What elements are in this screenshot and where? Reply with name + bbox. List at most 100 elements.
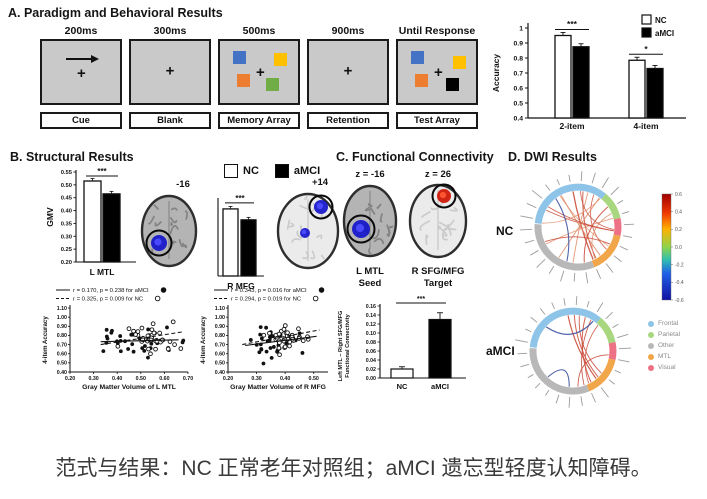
stage-duration: 500ms — [242, 25, 276, 37]
panel-b-title: B. Structural Results — [10, 150, 134, 164]
svg-text:0.50: 0.50 — [309, 376, 319, 382]
connectogram-nc — [520, 171, 634, 284]
memory-square-green — [266, 78, 279, 91]
svg-text:0.70: 0.70 — [183, 376, 193, 382]
scatter-lmtl-chart: 0.20 0.30 0.40 0.50 0.60 0.70 0.40 0.50 0.60 0.70… — [42, 287, 193, 391]
stage-label-test: Test Array — [396, 112, 478, 129]
svg-text:0.50: 0.50 — [215, 361, 225, 367]
svg-text:0.20: 0.20 — [223, 376, 233, 382]
gmv-rmfg-bar-chart: *** R MFG — [217, 194, 264, 291]
svg-text:0.6: 0.6 — [514, 85, 524, 92]
svg-text:0.30: 0.30 — [251, 376, 261, 382]
svg-text:0.16: 0.16 — [366, 304, 376, 310]
stage-label-cue: Cue — [40, 112, 122, 129]
svg-text:0.35: 0.35 — [61, 221, 73, 227]
brain-slice-plus14: +14 — [276, 177, 340, 270]
svg-text:1.00: 1.00 — [57, 315, 67, 321]
scatter-rmfg-chart: 0.20 0.30 0.40 0.50 0.40 0.50 0.60 0.70 0.80 0.90… — [200, 287, 328, 391]
svg-text:0.70: 0.70 — [57, 342, 67, 348]
frontal-label: Frontal — [658, 320, 679, 327]
other-dot — [648, 342, 654, 349]
fixation-cross: + — [165, 62, 175, 80]
svg-text:0.4: 0.4 — [514, 115, 524, 122]
svg-text:NC: NC — [397, 382, 408, 391]
svg-text:0.4: 0.4 — [675, 209, 682, 215]
svg-text:0.40: 0.40 — [61, 209, 72, 215]
svg-text:Left MTL – Right SFG/MFG: Left MTL – Right SFG/MFG — [338, 311, 344, 382]
stage-retention: 900ms + Retention — [307, 24, 389, 129]
svg-text:0.5: 0.5 — [514, 100, 524, 107]
fixation-cross: + — [256, 64, 265, 81]
svg-text:R MFG: R MFG — [227, 281, 255, 291]
seed-label: L MTL Seed — [336, 266, 404, 289]
svg-text:0.6: 0.6 — [675, 192, 682, 198]
panel-c-title: C. Functional Connectivity — [336, 150, 494, 164]
bar-lmtl-aMCI — [102, 193, 121, 263]
svg-text:r = 0.170, p = 0.238 for aMCI: r = 0.170, p = 0.238 for aMCI — [73, 288, 149, 294]
svg-text:*: * — [644, 44, 648, 54]
stage-duration: 900ms — [331, 25, 365, 37]
svg-text:r = 0.294, p = 0.019 for NC: r = 0.294, p = 0.019 for NC — [231, 297, 302, 303]
svg-text:0.40: 0.40 — [280, 376, 290, 382]
memory-square-yellow — [274, 53, 287, 66]
svg-text:4-item: 4-item — [633, 121, 658, 131]
stage-duration: 200ms — [64, 25, 98, 37]
svg-text:NC: NC — [655, 16, 667, 25]
svg-text:0.00: 0.00 — [366, 376, 376, 382]
bar-4-item-aMCI — [646, 67, 664, 119]
parietal-dot — [648, 331, 654, 338]
fixation-cross: + — [434, 64, 443, 81]
nc-swatch — [224, 164, 238, 178]
legend-row-mtl: MTL — [648, 351, 680, 362]
legend-row-visual: Visual — [648, 362, 680, 373]
test-square-orange — [415, 74, 428, 87]
svg-text:0.8: 0.8 — [514, 55, 524, 62]
svg-text:0.50: 0.50 — [61, 183, 72, 189]
svg-text:+14: +14 — [312, 177, 329, 188]
svg-text:0.50: 0.50 — [57, 361, 67, 367]
svg-text:0.90: 0.90 — [57, 324, 67, 330]
svg-text:-16: -16 — [176, 179, 190, 190]
amci-swatch — [274, 164, 289, 178]
nc-label: NC — [243, 165, 259, 177]
dwi-region-legend: Frontal Parietal Other MTL Visual — [648, 318, 680, 373]
bar-fc-aMCI — [428, 318, 452, 379]
functional-connectivity-bar-chart: 0.16 0.14 0.12 0.10 0.08 0.06 0.04 0.02 0.00 Left… — [338, 296, 466, 391]
svg-text:aMCI: aMCI — [431, 382, 449, 391]
svg-text:r = 0.325, p = 0.009 for NC: r = 0.325, p = 0.009 for NC — [73, 297, 144, 303]
stage-blank: 300ms + Blank — [129, 24, 211, 129]
svg-text:-0.6: -0.6 — [675, 298, 684, 304]
stage-label-text: Cue — [72, 115, 90, 126]
svg-text:-0.4: -0.4 — [675, 280, 684, 286]
target-label: R SFG/MFG Target — [402, 266, 474, 289]
stimulus-screen-blank: + — [129, 39, 211, 105]
panel-d-title: D. DWI Results — [508, 150, 597, 164]
stimulus-screen-cue: + — [40, 39, 122, 105]
svg-text:0.20: 0.20 — [61, 260, 72, 266]
stage-duration: 300ms — [153, 25, 187, 37]
svg-text:0.9: 0.9 — [514, 40, 524, 47]
visual-label: Visual — [658, 364, 676, 371]
legend-row-frontal: Frontal — [648, 318, 680, 329]
svg-text:Accuracy: Accuracy — [491, 54, 501, 93]
svg-text:***: *** — [97, 167, 107, 176]
panel-a-title: A. Paradigm and Behavioral Results — [8, 6, 223, 20]
dwi-group-amci-label: aMCI — [486, 344, 515, 358]
bar-2-item-NC — [554, 34, 572, 119]
cue-arrow-icon — [66, 55, 99, 63]
svg-text:z = 26: z = 26 — [425, 169, 451, 180]
legend-row-parietal: Parietal — [648, 329, 680, 340]
svg-text:0.04: 0.04 — [366, 358, 376, 364]
mtl-label: MTL — [658, 353, 671, 360]
svg-text:2-item: 2-item — [559, 121, 584, 131]
seed-label-line1: L MTL — [356, 266, 384, 277]
svg-text:***: *** — [567, 19, 578, 29]
brain-slice-z-minus16: z = -16 — [342, 169, 398, 258]
memory-square-blue — [233, 51, 246, 64]
svg-text:0.40: 0.40 — [112, 376, 122, 382]
svg-text:0.40: 0.40 — [57, 370, 67, 376]
legend-item-amci: aMCI — [274, 164, 320, 178]
connectogram-amci — [515, 296, 632, 408]
svg-text:***: *** — [235, 194, 245, 203]
svg-text:Gray Matter Volume of R MFG: Gray Matter Volume of R MFG — [230, 384, 326, 391]
